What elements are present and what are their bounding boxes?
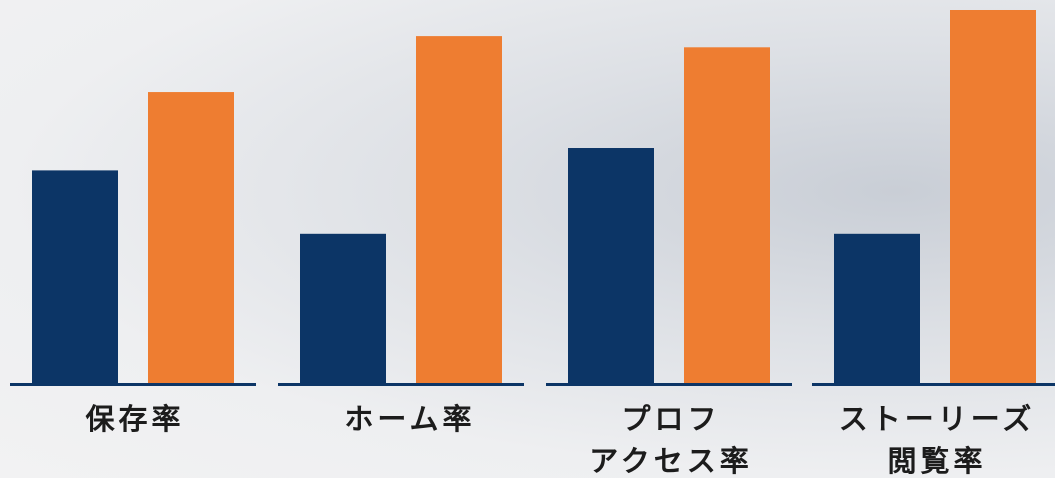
- bar: [568, 148, 654, 383]
- bar: [32, 170, 118, 383]
- bar: [416, 36, 502, 384]
- bar: [684, 47, 770, 384]
- bar: [148, 92, 234, 383]
- bar: [950, 10, 1036, 383]
- category-label: ストーリーズ 閲覧率: [838, 402, 1036, 478]
- category-label: プロフ アクセス率: [589, 402, 753, 478]
- category-label: ホーム率: [344, 402, 476, 436]
- bar: [300, 233, 386, 383]
- bar: [834, 233, 920, 383]
- category-label: 保存率: [85, 402, 185, 436]
